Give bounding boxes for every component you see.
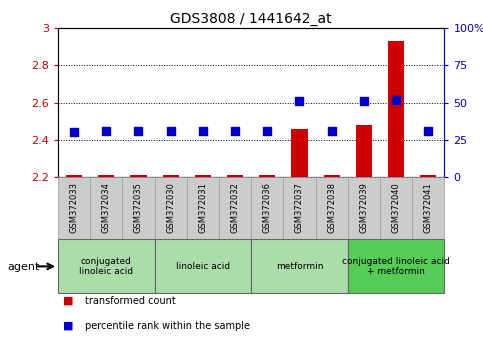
Text: agent: agent xyxy=(7,262,40,272)
Bar xyxy=(291,129,308,177)
Text: GSM372033: GSM372033 xyxy=(70,182,79,234)
FancyBboxPatch shape xyxy=(58,177,90,239)
Bar xyxy=(227,175,243,177)
Text: GSM372034: GSM372034 xyxy=(102,183,111,233)
Point xyxy=(199,128,207,134)
Text: ■: ■ xyxy=(63,296,73,306)
Bar xyxy=(388,41,404,177)
Point xyxy=(167,128,174,134)
FancyBboxPatch shape xyxy=(122,177,155,239)
Point xyxy=(102,128,110,134)
Bar xyxy=(420,175,436,177)
Text: GSM372037: GSM372037 xyxy=(295,182,304,234)
Point xyxy=(135,128,142,134)
Title: GDS3808 / 1441642_at: GDS3808 / 1441642_at xyxy=(170,12,332,26)
FancyBboxPatch shape xyxy=(251,240,348,293)
Text: GSM372035: GSM372035 xyxy=(134,183,143,233)
Text: ■: ■ xyxy=(63,321,73,331)
Text: GSM372039: GSM372039 xyxy=(359,183,369,233)
FancyBboxPatch shape xyxy=(251,177,284,239)
Text: GSM372032: GSM372032 xyxy=(230,183,240,233)
Point xyxy=(360,98,368,104)
FancyBboxPatch shape xyxy=(348,240,444,293)
Bar xyxy=(98,175,114,177)
FancyBboxPatch shape xyxy=(380,177,412,239)
FancyBboxPatch shape xyxy=(348,177,380,239)
Text: conjugated linoleic acid
+ metformin: conjugated linoleic acid + metformin xyxy=(342,257,450,276)
FancyBboxPatch shape xyxy=(219,177,251,239)
Point xyxy=(392,97,400,103)
Text: transformed count: transformed count xyxy=(85,296,175,306)
Point xyxy=(70,130,78,135)
Text: linoleic acid: linoleic acid xyxy=(176,262,230,271)
FancyBboxPatch shape xyxy=(187,177,219,239)
Text: conjugated
linoleic acid: conjugated linoleic acid xyxy=(79,257,133,276)
Text: GSM372040: GSM372040 xyxy=(392,183,400,233)
Text: metformin: metformin xyxy=(276,262,323,271)
Bar xyxy=(130,175,146,177)
FancyBboxPatch shape xyxy=(315,177,348,239)
Bar xyxy=(163,175,179,177)
FancyBboxPatch shape xyxy=(90,177,122,239)
FancyBboxPatch shape xyxy=(155,240,251,293)
Point xyxy=(425,128,432,134)
FancyBboxPatch shape xyxy=(284,177,315,239)
Text: GSM372031: GSM372031 xyxy=(199,183,207,233)
Point xyxy=(296,98,303,104)
Text: GSM372038: GSM372038 xyxy=(327,182,336,234)
Bar xyxy=(195,175,211,177)
Point xyxy=(263,128,271,134)
FancyBboxPatch shape xyxy=(155,177,187,239)
Point xyxy=(328,128,336,134)
Text: GSM372036: GSM372036 xyxy=(263,182,272,234)
Text: GSM372030: GSM372030 xyxy=(166,183,175,233)
Text: GSM372041: GSM372041 xyxy=(424,183,433,233)
FancyBboxPatch shape xyxy=(412,177,444,239)
Text: percentile rank within the sample: percentile rank within the sample xyxy=(85,321,250,331)
Bar xyxy=(356,125,372,177)
Bar xyxy=(259,175,275,177)
Point xyxy=(231,128,239,134)
Bar xyxy=(66,175,82,177)
FancyBboxPatch shape xyxy=(58,240,155,293)
Bar xyxy=(324,175,340,177)
